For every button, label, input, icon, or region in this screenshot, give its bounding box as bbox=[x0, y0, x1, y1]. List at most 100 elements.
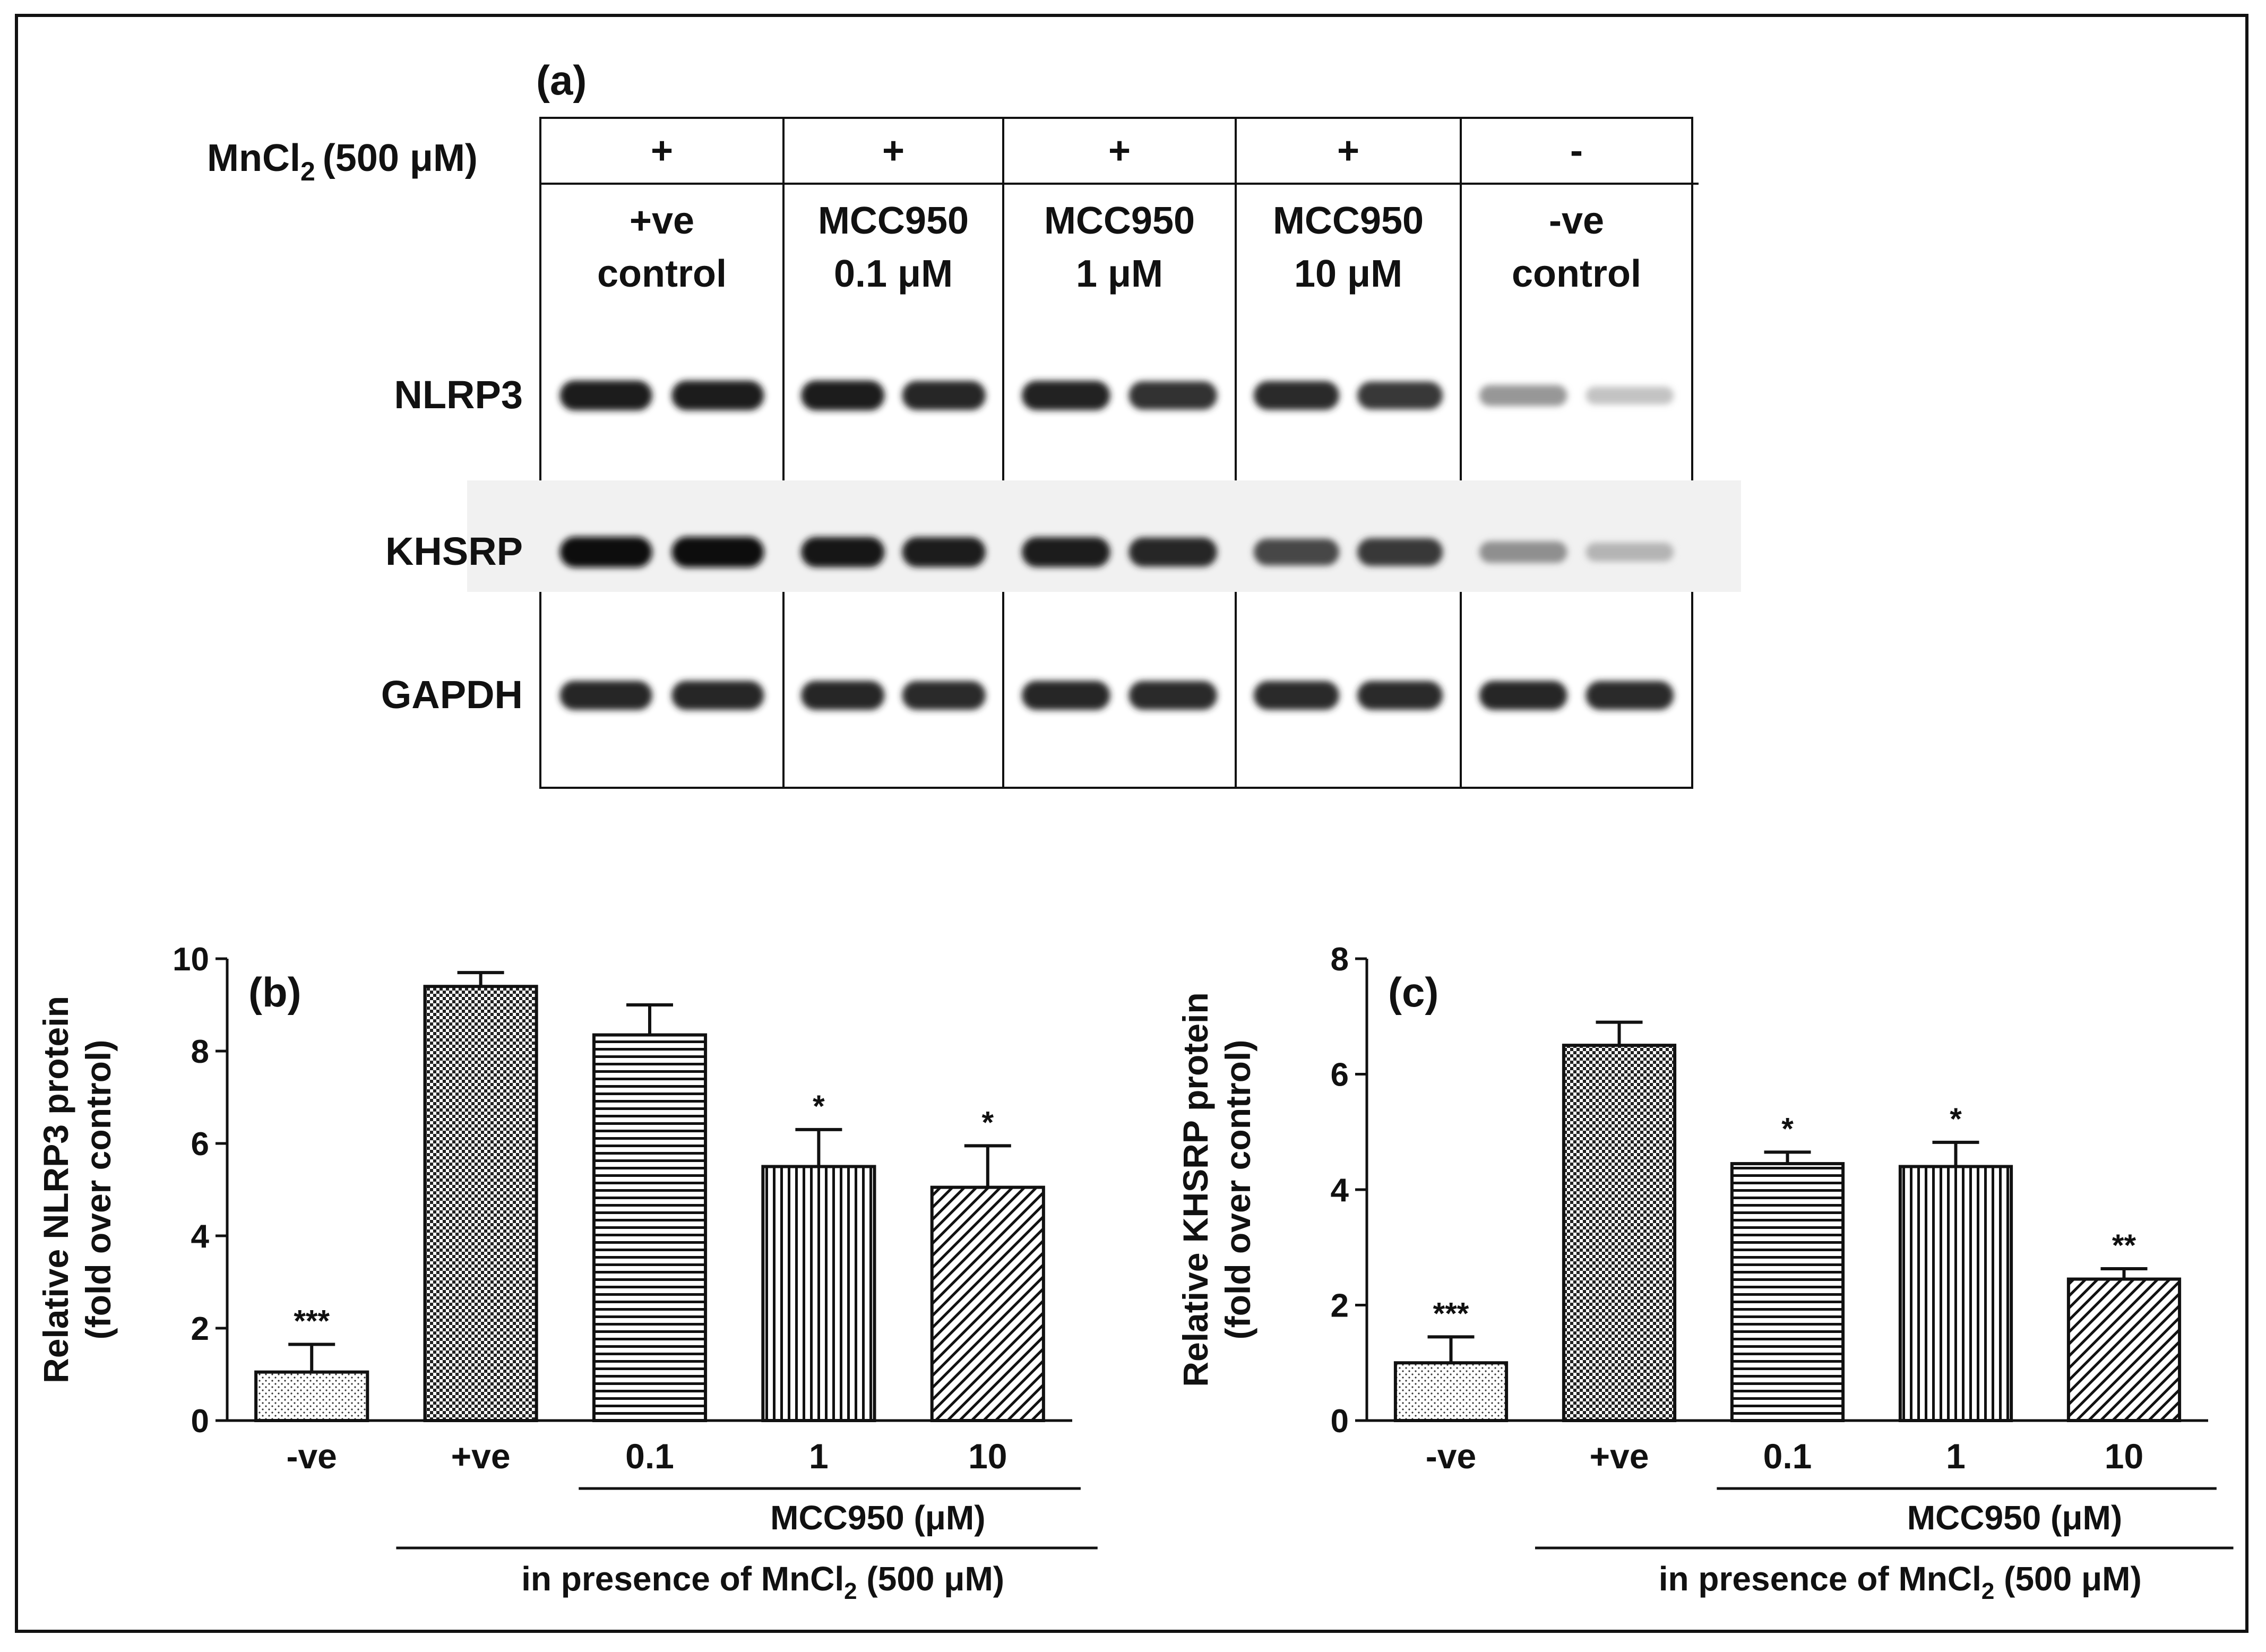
panel-label: (c) bbox=[1388, 969, 1438, 1016]
blot-band bbox=[671, 381, 764, 410]
panel-label: (b) bbox=[248, 969, 301, 1016]
y-axis-label-line1: Relative KHSRP protein bbox=[1176, 992, 1215, 1387]
group-label-prefix: in presence of MnCl bbox=[521, 1560, 844, 1598]
blot-band bbox=[671, 537, 764, 567]
significance-label: * bbox=[1781, 1112, 1794, 1146]
blot-band bbox=[801, 537, 885, 567]
lane-header-1: + +ve control bbox=[597, 130, 727, 295]
chart-c-khsrp: Relative KHSRP protein (fold over control… bbox=[1176, 941, 2234, 1604]
khsrp-strip-background bbox=[467, 480, 1741, 592]
significance-label: ** bbox=[2112, 1228, 2136, 1263]
lane-label-line2: 0.1 μM bbox=[834, 253, 953, 295]
chart-b-nlrp3: Relative NLRP3 protein (fold over control… bbox=[36, 941, 1098, 1604]
lane-label-line1: MCC950 bbox=[818, 200, 969, 242]
figure-frame bbox=[15, 14, 2248, 1633]
x-tick-label: +ve bbox=[1590, 1436, 1649, 1476]
x-axis-label: MCC950 (μM) bbox=[1907, 1499, 2122, 1537]
blot-band bbox=[801, 681, 885, 710]
group-label-prefix: in presence of MnCl bbox=[1659, 1560, 1981, 1598]
blot-band bbox=[1357, 538, 1443, 566]
blot-band bbox=[559, 380, 652, 411]
x-tick-label: +ve bbox=[451, 1436, 511, 1476]
blot-band bbox=[1586, 386, 1674, 405]
blot-band bbox=[1253, 381, 1340, 410]
y-tick-label: 8 bbox=[1331, 941, 1349, 978]
y-axis-label-line1: Relative NLRP3 protein bbox=[36, 996, 75, 1383]
blot-band bbox=[902, 537, 986, 567]
y-tick-label: 8 bbox=[191, 1034, 209, 1070]
lane-label-line2: control bbox=[597, 253, 727, 295]
protein-label: NLRP3 bbox=[394, 373, 523, 417]
blot-band bbox=[559, 537, 652, 567]
blot-frame bbox=[539, 117, 1693, 789]
y-axis-label-line2: (fold over control) bbox=[1218, 1040, 1257, 1340]
y-tick-label: 10 bbox=[173, 941, 209, 978]
y-tick-label: 0 bbox=[191, 1403, 209, 1440]
group-label-subscript: 2 bbox=[844, 1578, 857, 1604]
blot-band bbox=[1479, 541, 1567, 563]
blot-band bbox=[1128, 681, 1217, 710]
bar-+ve bbox=[1562, 1044, 1677, 1422]
y-tick-label: 2 bbox=[191, 1311, 209, 1347]
y-axis-label: Relative KHSRP protein (fold over control… bbox=[1176, 992, 1257, 1387]
treatment-label-conc: (500 μM) bbox=[323, 137, 478, 179]
panel-a-label: (a) bbox=[536, 57, 587, 104]
protein-rows: NLRP3 KHSRP GAPDH bbox=[381, 373, 1741, 717]
x-tick-label: 1 bbox=[809, 1436, 829, 1476]
lane-mncl2-sign: + bbox=[1108, 130, 1131, 172]
y-tick-label: 4 bbox=[191, 1218, 210, 1255]
protein-label: GAPDH bbox=[381, 673, 523, 717]
protein-row-khsrp: KHSRP bbox=[385, 529, 1674, 573]
significance-label: * bbox=[982, 1105, 994, 1140]
blot-band bbox=[1128, 537, 1217, 567]
blot-band bbox=[1022, 681, 1110, 710]
x-tick-label: -ve bbox=[287, 1436, 337, 1476]
lane-header-2: + MCC950 0.1 μM bbox=[818, 130, 969, 295]
blot-band bbox=[1128, 381, 1217, 410]
blot-band bbox=[671, 681, 764, 710]
significance-label: * bbox=[813, 1089, 825, 1124]
bar-10 bbox=[930, 1185, 1045, 1422]
y-tick-label: 2 bbox=[1331, 1288, 1349, 1324]
lane-headers: + +ve control + MCC950 0.1 μM + MCC950 1 μM + MCC9… bbox=[597, 130, 1641, 295]
x-tick-label: 0.1 bbox=[625, 1436, 674, 1476]
x-tick-label: 0.1 bbox=[1763, 1436, 1812, 1476]
lane-label-line2: 1 μM bbox=[1076, 253, 1163, 295]
y-tick-label: 4 bbox=[1331, 1172, 1349, 1209]
lane-mncl2-sign: + bbox=[651, 130, 673, 172]
y-tick-label: 6 bbox=[191, 1126, 209, 1163]
bar-10 bbox=[2066, 1277, 2182, 1422]
significance-label: * bbox=[1950, 1102, 1962, 1137]
bar--ve bbox=[1393, 1361, 1509, 1422]
group-label-suffix: (500 μM) bbox=[857, 1560, 1004, 1598]
lane-label-line2: 10 μM bbox=[1294, 253, 1402, 295]
protein-row-gapdh: GAPDH bbox=[381, 673, 1674, 717]
treatment-label-text: MnCl bbox=[207, 137, 300, 179]
lane-header-3: + MCC950 1 μM bbox=[1044, 130, 1195, 295]
blot-band bbox=[801, 380, 885, 411]
y-tick-label: 6 bbox=[1331, 1057, 1349, 1094]
bar-0.1 bbox=[592, 1033, 708, 1423]
y-tick-label: 0 bbox=[1331, 1403, 1349, 1440]
bar-+ve bbox=[423, 985, 538, 1422]
lane-label-line1: MCC950 bbox=[1044, 200, 1195, 242]
treatment-label-subscript: 2 bbox=[300, 157, 315, 186]
y-axis-label-line2: (fold over control) bbox=[79, 1040, 118, 1340]
lane-mncl2-sign: + bbox=[882, 130, 904, 172]
x-tick-label: -ve bbox=[1426, 1436, 1476, 1476]
group-label-subscript: 2 bbox=[1981, 1578, 1994, 1604]
blot-band bbox=[559, 681, 652, 710]
treatment-row-label: MnCl2 (500 μM) bbox=[207, 137, 478, 186]
bar--ve bbox=[254, 1370, 369, 1422]
blot-band bbox=[902, 681, 986, 710]
x-axis-label: MCC950 (μM) bbox=[770, 1499, 985, 1537]
blot-band bbox=[1253, 681, 1340, 710]
y-axis-label: Relative NLRP3 protein (fold over control… bbox=[36, 996, 118, 1383]
bar-0.1 bbox=[1730, 1162, 1845, 1422]
group-label-suffix: (500 μM) bbox=[1994, 1560, 2141, 1598]
bar-1 bbox=[761, 1165, 876, 1422]
group-label: in presence of MnCl2 (500 μM) bbox=[521, 1560, 1004, 1604]
significance-label: *** bbox=[1433, 1296, 1469, 1331]
